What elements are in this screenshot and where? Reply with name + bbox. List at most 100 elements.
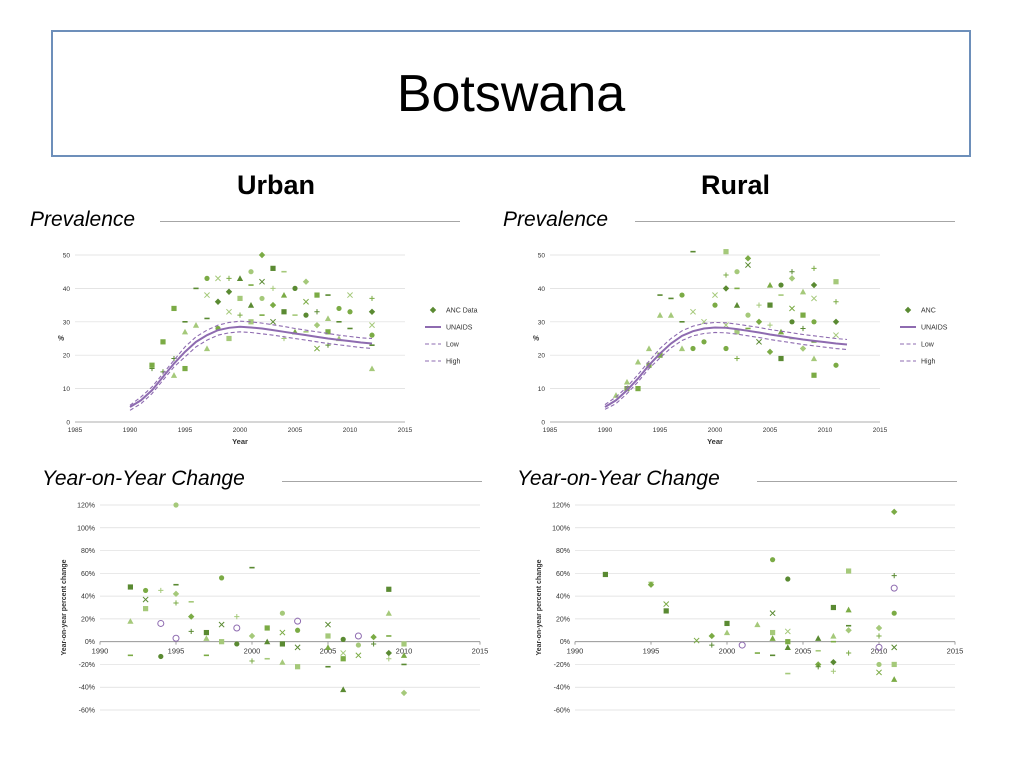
rural-yoy-data-point (830, 640, 836, 643)
urban-yoy-ytick-label: 80% (81, 548, 95, 555)
rural-yoy-ylabel: Year-on-year percent change (536, 559, 543, 655)
rural-yoy-xtick-label: 2010 (871, 647, 888, 656)
urban-yoy-data-point (385, 610, 392, 616)
urban-prev-data-point (347, 309, 353, 315)
urban-prev-data-point (160, 339, 166, 345)
rural-yoy-ytick-label: 20% (556, 616, 570, 623)
rural-prev-data-point (668, 297, 674, 300)
urban-yoy-data-point (386, 656, 392, 662)
rural-yoy-data-point (663, 608, 669, 614)
rural-prev-data-point (657, 352, 663, 358)
rural-prev-data-point (712, 292, 718, 299)
urban-prev-data-point (292, 285, 298, 291)
urban-yoy-data-point (325, 621, 331, 628)
rural-prev-data-point (645, 345, 653, 352)
rural-yoy-chart: -60% -40% -20% 0% 20% 40% 60% 80% 100% 120% 1990 19… (536, 503, 963, 715)
rural-prev-data-point (679, 292, 685, 298)
urban-yoy-data-point (325, 665, 331, 668)
rural-prev-data-point (778, 294, 784, 296)
urban-prev-data-point (369, 344, 375, 346)
urban-yoy-data-point (295, 664, 301, 670)
urban-prev-data-point (270, 318, 276, 325)
rural-yoy-data-point (830, 604, 836, 611)
rural-prev-data-point (624, 386, 630, 392)
rural-prev-data-point (811, 319, 817, 325)
rural-prev-ytick-label: 40 (538, 286, 546, 293)
rural-prev-data-point (623, 378, 631, 385)
urban-yoy-data-point (279, 610, 285, 616)
urban-prev-data-point (368, 365, 376, 372)
urban-prev-data-point (225, 288, 233, 295)
urban-prev-data-point (170, 372, 178, 378)
urban-yoy-data-point (355, 652, 362, 659)
urban-prev-data-point (280, 291, 288, 298)
urban-yoy-data-point (203, 654, 209, 657)
urban-prev-ytick-label: 0 (66, 420, 70, 427)
rural-prev-xtick-label: 1995 (653, 427, 668, 434)
urban-yoy-ytick-label: 40% (81, 594, 95, 601)
urban-yoy-data-point (158, 587, 164, 594)
urban-yoy-xtick-label: 2005 (320, 647, 337, 656)
urban-prev-data-point (204, 317, 210, 320)
rural-yoy-data-point (891, 676, 898, 682)
urban-yoy-data-point (340, 636, 346, 642)
urban-prev-data-point (226, 275, 232, 281)
urban-yoy-data-point (400, 652, 408, 658)
urban-prev-data-point (259, 295, 265, 302)
urban-yoy-data-point (219, 639, 225, 645)
urban-prev-data-point (368, 308, 376, 315)
rural-prev-data-point (635, 386, 641, 392)
urban-yoy-data-point (172, 634, 180, 642)
urban-prev-data-point (248, 269, 254, 275)
rural-yoy-data-point (770, 654, 776, 657)
rural-prev-data-point (690, 345, 696, 352)
urban-yoy-data-point (324, 644, 332, 650)
rural-prev-data-point (656, 312, 664, 318)
rural-yoy-data-point (769, 610, 776, 617)
urban-prev-data-point (325, 329, 331, 335)
rural-prev-xtick-label: 2010 (818, 427, 833, 434)
urban-prev-ylabel: % (58, 336, 65, 343)
rural-yoy-data-point (876, 669, 882, 676)
urban-prev-ytick-label: 30 (63, 319, 71, 326)
rural-prev-ytick-label: 50 (538, 253, 546, 260)
rural-yoy-data-point (815, 649, 821, 652)
rural-yoy-data-point (769, 635, 776, 641)
rural-prev-data-point (811, 265, 817, 271)
urban-yoy-ytick-label: 60% (81, 571, 95, 578)
rural-yoy-data-point (846, 568, 852, 574)
rural-yoy-data-point (815, 635, 822, 641)
rural-yoy-data-point (846, 650, 852, 656)
rural-yoy-data-point (846, 624, 852, 627)
rural-yoy-ytick-label: 0% (560, 639, 570, 646)
rural-yoy-data-point (891, 610, 897, 616)
urban-prev-data-point (192, 322, 200, 328)
urban-yoy-xtick-label: 1995 (168, 647, 185, 656)
rural-yoy-rule (757, 481, 957, 482)
urban-prev-data-point (248, 284, 254, 286)
rural-yoy-data-point (785, 639, 791, 645)
urban-yoy-ytick-label: -40% (79, 685, 95, 692)
urban-yoy-data-point (219, 575, 225, 581)
urban-yoy-data-point (127, 618, 134, 624)
urban-prev-data-point (237, 312, 243, 318)
urban-prev-xtick-label: 2015 (398, 427, 413, 434)
urban-prev-xtick-label: 2005 (288, 427, 303, 434)
urban-prev-legend-entry: UNAIDS (446, 325, 473, 332)
rural-prev-data-point (811, 372, 817, 378)
urban-prev-data-point (259, 314, 265, 316)
rural-yoy-data-point (693, 637, 700, 644)
urban-yoy-data-point (157, 619, 165, 627)
urban-prev-data-point (313, 321, 321, 329)
urban-yoy-data-point (400, 689, 408, 697)
rural-yoy-ytick-label: -40% (554, 685, 570, 692)
rural-prev-data-point (810, 281, 818, 289)
rural-yoy-ytick-label: -60% (554, 708, 570, 715)
rural-prev-data-point (734, 355, 740, 362)
rural-prev-data-point (745, 262, 751, 268)
rural-prev-unaids-line (604, 326, 848, 408)
rural-prev-data-point (833, 279, 839, 285)
urban-prev-data-point (193, 287, 199, 290)
rural-prev-data-point (789, 319, 795, 325)
rural-prev-legend-swatch (904, 306, 912, 314)
